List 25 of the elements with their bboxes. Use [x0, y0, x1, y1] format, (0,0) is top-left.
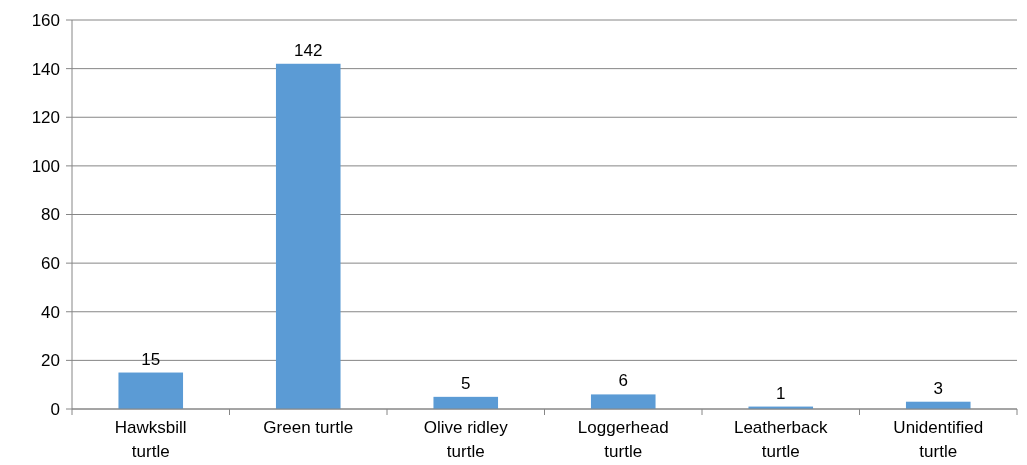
data-label: 6 [618, 371, 628, 391]
y-tick-label: 20 [41, 351, 60, 371]
bar [590, 394, 656, 409]
data-label: 5 [461, 373, 471, 393]
data-label: 15 [141, 349, 161, 369]
y-tick-label: 60 [41, 254, 60, 274]
x-tick-label: Olive ridley turtle [423, 418, 509, 461]
y-tick-label: 40 [41, 302, 60, 322]
bar [433, 396, 499, 409]
data-label: 3 [933, 378, 943, 398]
bar [118, 372, 184, 409]
x-tick-label: Unidentified turtle [893, 418, 984, 461]
bar [275, 63, 341, 409]
data-label: 142 [294, 40, 323, 60]
y-tick-label: 100 [31, 156, 60, 176]
data-label: 1 [776, 383, 786, 403]
x-tick-label: Loggerhead turtle [577, 418, 669, 461]
y-tick-label: 0 [50, 399, 60, 419]
y-tick-label: 140 [31, 59, 60, 79]
x-tick-label: Hawksbill turtle [114, 418, 187, 461]
x-tick-label: Leatherback turtle [733, 418, 829, 461]
y-tick-label: 80 [41, 205, 60, 225]
x-tick-label: Green turtle [263, 418, 354, 437]
y-tick-label: 160 [31, 10, 60, 30]
y-tick-label: 120 [31, 108, 60, 128]
